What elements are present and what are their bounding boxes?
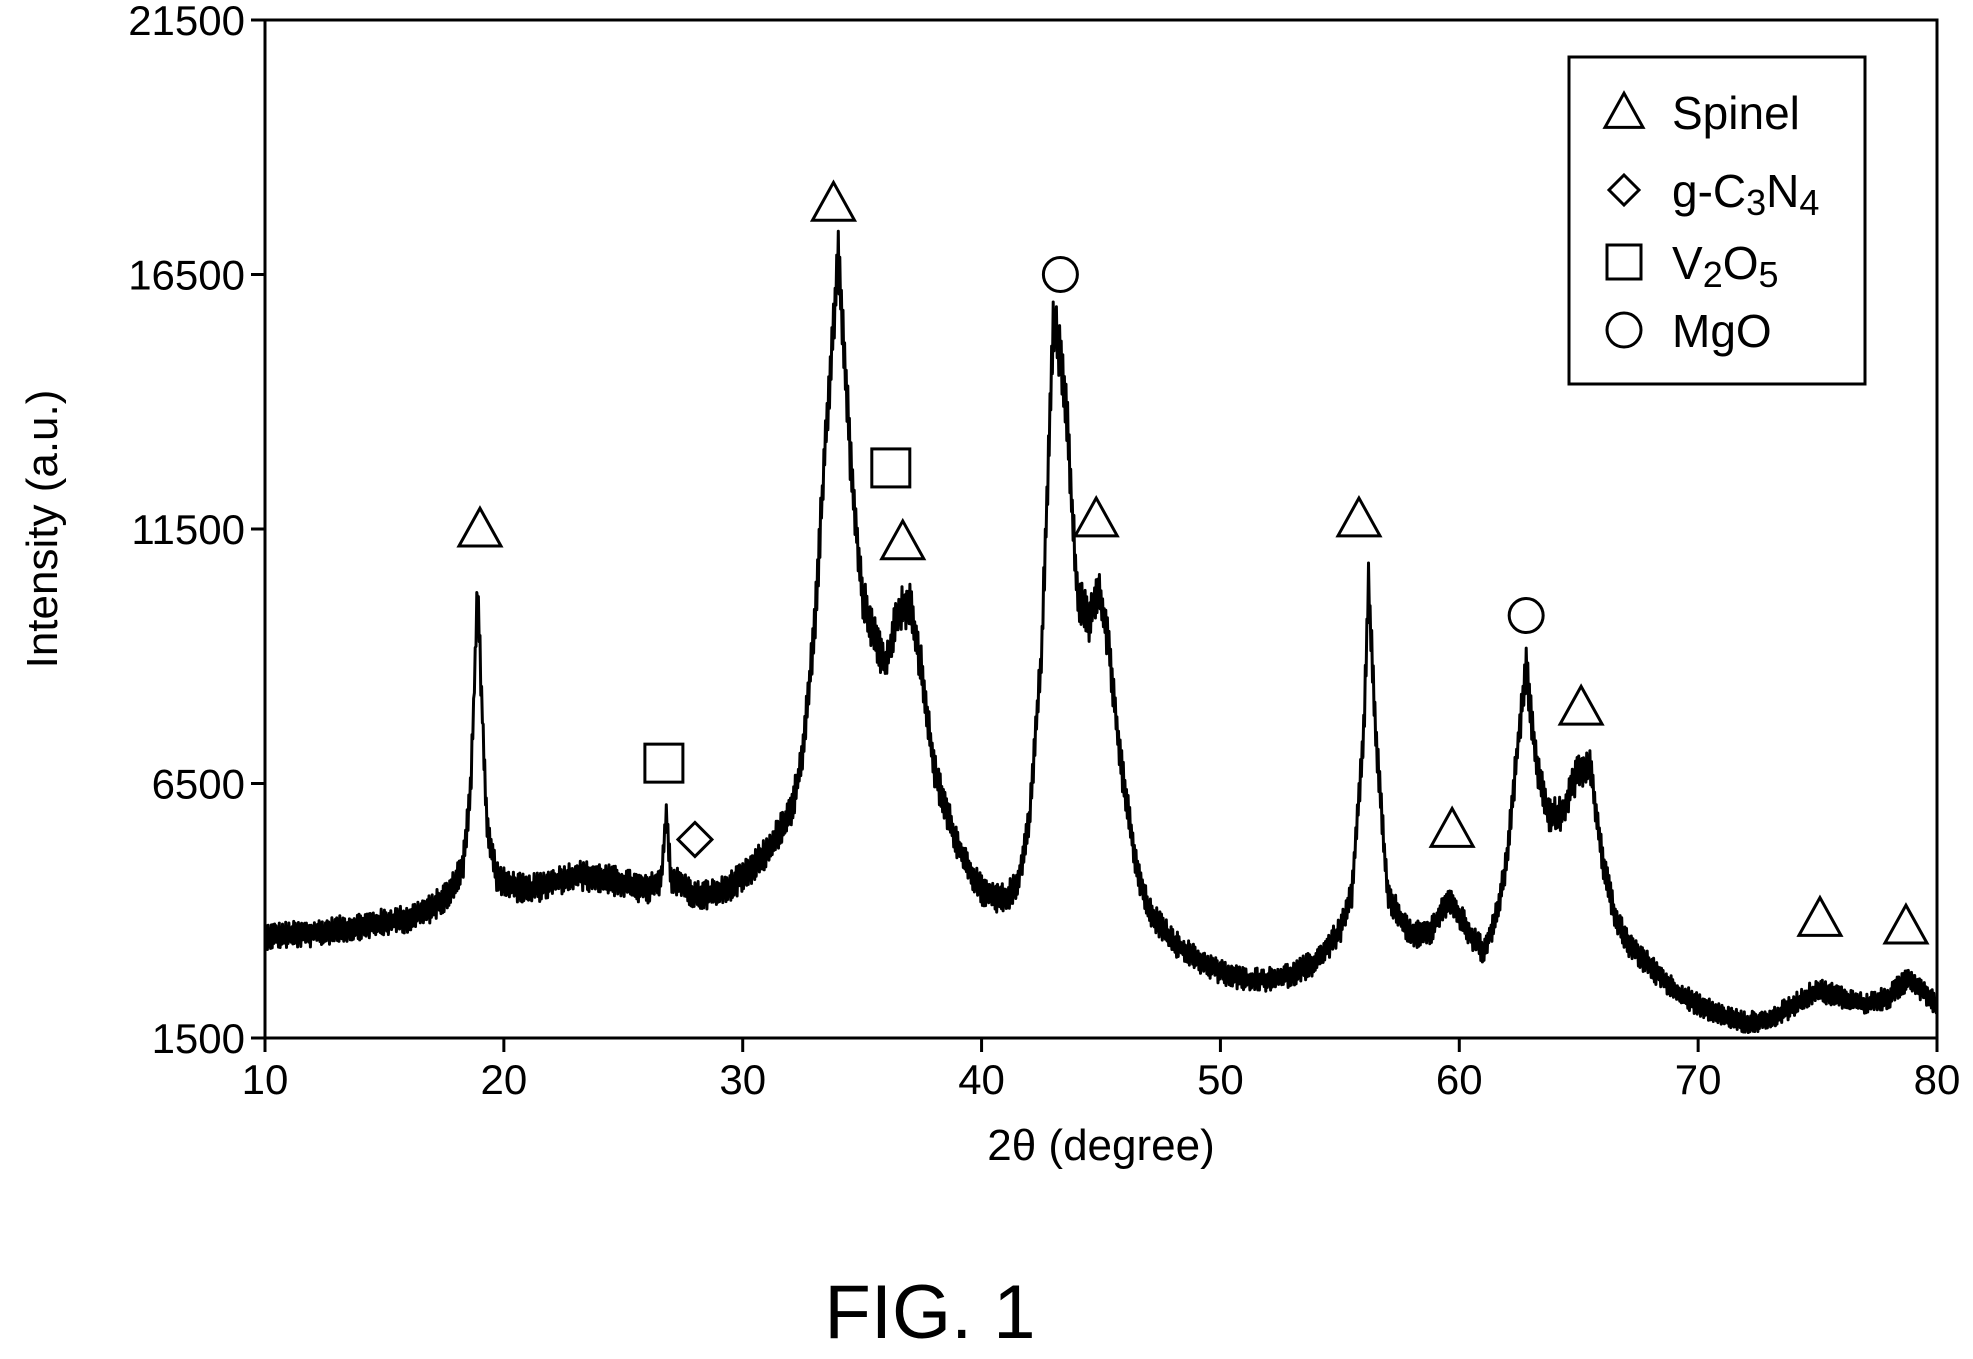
phase-markers (456, 179, 1930, 945)
legend-triangle-icon (1602, 90, 1646, 129)
triangle-phase-marker (456, 505, 504, 548)
legend-circle-icon (1605, 311, 1643, 349)
xrd-pattern-line (263, 229, 1939, 1034)
x-tick-label: 10 (242, 1056, 289, 1103)
x-tick-label: 20 (480, 1056, 527, 1103)
x-axis-label: 2θ (degree) (987, 1121, 1214, 1170)
circle-phase-marker (1507, 597, 1545, 635)
x-tick-label: 80 (1914, 1056, 1961, 1103)
x-axis-ticks: 10 20 30 40 50 60 70 80 (242, 1038, 1961, 1103)
legend-square-icon (1605, 243, 1643, 281)
y-tick-label: 16500 (128, 252, 245, 299)
legend-label: MgO (1672, 305, 1772, 357)
square-phase-marker (643, 742, 685, 784)
diamond-phase-marker (675, 820, 715, 859)
x-tick-label: 60 (1436, 1056, 1483, 1103)
y-tick-label: 1500 (152, 1015, 245, 1062)
square-phase-marker (870, 447, 912, 489)
x-tick-label: 70 (1675, 1056, 1722, 1103)
figure-caption: FIG. 1 (824, 1270, 1035, 1355)
x-tick-label: 50 (1197, 1056, 1244, 1103)
legend-label: Spinel (1672, 87, 1800, 139)
plot-area-frame (263, 18, 1939, 1040)
x-tick-label: 30 (719, 1056, 766, 1103)
triangle-phase-marker (1072, 494, 1120, 538)
triangle-phase-marker (809, 179, 858, 222)
triangle-phase-marker (1428, 805, 1476, 848)
y-tick-label: 6500 (152, 761, 245, 808)
triangle-phase-marker (879, 517, 927, 561)
triangle-phase-marker (1882, 902, 1930, 945)
y-tick-label: 11500 (131, 506, 245, 553)
y-tick-label: 21500 (128, 0, 245, 44)
legend-label: V2O5 (1672, 237, 1779, 295)
y-axis-ticks: 1500 6500 11500 16500 21500 (128, 0, 265, 1062)
triangle-phase-marker (1335, 494, 1383, 538)
circle-phase-marker (1041, 256, 1079, 293)
triangle-phase-marker (1557, 683, 1605, 726)
legend-diamond-icon (1606, 172, 1642, 208)
triangle-phase-marker (1796, 894, 1844, 937)
legend: Spinel g-C3N4 V2O5 MgO (1567, 55, 1867, 386)
y-axis-label: Intensity (a.u.) (18, 390, 67, 669)
legend-label: g-C3N4 (1672, 165, 1819, 223)
x-tick-label: 40 (958, 1056, 1005, 1103)
